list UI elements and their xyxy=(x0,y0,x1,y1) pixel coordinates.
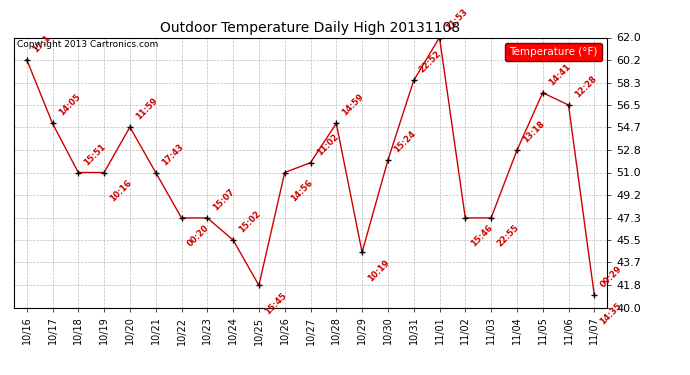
Text: 11:02: 11:02 xyxy=(315,132,340,157)
Text: 15:45: 15:45 xyxy=(263,291,288,316)
Text: 15:46: 15:46 xyxy=(469,224,495,249)
Text: 12:28: 12:28 xyxy=(573,74,598,99)
Text: 10:19: 10:19 xyxy=(366,258,391,283)
Legend: Temperature (°F): Temperature (°F) xyxy=(505,43,602,61)
Text: 15:02: 15:02 xyxy=(237,209,263,234)
Text: 15:24: 15:24 xyxy=(392,129,417,154)
Text: 14:41: 14:41 xyxy=(547,62,572,87)
Text: 13:18: 13:18 xyxy=(521,120,546,145)
Text: 14:35: 14:35 xyxy=(598,301,624,326)
Text: 22:55: 22:55 xyxy=(495,224,521,249)
Text: 14:56: 14:56 xyxy=(289,178,314,203)
Text: 15:07: 15:07 xyxy=(211,187,237,212)
Text: 09:29: 09:29 xyxy=(598,265,624,290)
Text: 10:16: 10:16 xyxy=(108,178,134,203)
Text: 14:59: 14:59 xyxy=(340,93,366,118)
Text: 17:1: 17:1 xyxy=(31,33,52,54)
Text: 00:20: 00:20 xyxy=(186,224,210,249)
Text: 22:52: 22:52 xyxy=(418,50,443,75)
Text: 11:53: 11:53 xyxy=(444,7,469,32)
Text: 15:51: 15:51 xyxy=(83,142,108,167)
Text: 11:59: 11:59 xyxy=(134,96,159,122)
Text: 17:43: 17:43 xyxy=(160,142,185,167)
Text: 14:05: 14:05 xyxy=(57,93,82,118)
Title: Outdoor Temperature Daily High 20131108: Outdoor Temperature Daily High 20131108 xyxy=(161,21,460,35)
Text: Copyright 2013 Cartronics.com: Copyright 2013 Cartronics.com xyxy=(17,40,158,49)
